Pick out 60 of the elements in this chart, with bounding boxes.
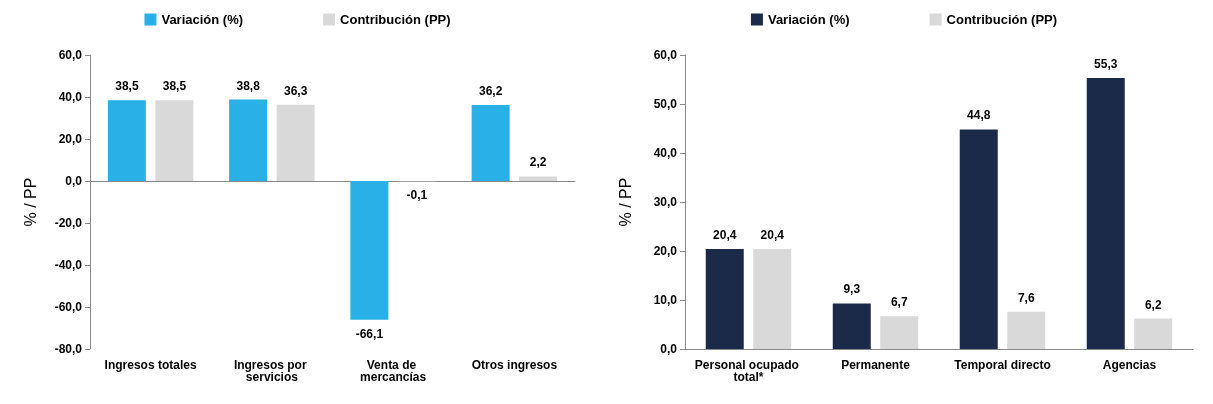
legend-label: Variación (%) <box>161 12 244 27</box>
bar <box>107 100 146 181</box>
data-label: 6,7 <box>890 295 908 310</box>
legend-label: Variación (%) <box>767 12 850 27</box>
y-tick-label: 10,0 <box>653 293 678 307</box>
data-label: 44,8 <box>967 108 991 123</box>
data-label: -66,1 <box>355 326 384 341</box>
y-axis-title: % / PP <box>616 177 634 227</box>
y-tick-label: 40,0 <box>653 146 678 160</box>
legend-label: Contribución (PP) <box>946 12 1058 27</box>
bar <box>880 316 919 349</box>
data-label: 38,8 <box>236 78 261 93</box>
bar <box>1086 78 1125 349</box>
bar <box>350 181 389 320</box>
y-tick-label: 20,0 <box>653 244 678 258</box>
y-tick-label: -60,0 <box>54 300 83 314</box>
x-tick-label: Ingresos por servicios <box>233 358 310 384</box>
data-label: 9,3 <box>843 282 861 297</box>
data-label: 38,5 <box>162 79 187 94</box>
y-tick-label: 60,0 <box>653 48 678 62</box>
bar <box>155 100 194 181</box>
y-tick-label: 0,0 <box>660 342 678 356</box>
data-label: 20,4 <box>760 228 785 243</box>
bar <box>832 303 871 349</box>
legend-label: Contribución (PP) <box>340 12 451 27</box>
x-tick-label: Personal ocupado total* <box>694 358 803 384</box>
bar <box>471 104 510 181</box>
y-tick-label: -80,0 <box>54 342 83 356</box>
y-tick-label: 50,0 <box>653 97 678 111</box>
bar <box>705 249 744 349</box>
y-tick-label: -40,0 <box>54 258 83 272</box>
bar <box>1007 311 1046 349</box>
x-tick-label: Otros ingresos <box>471 358 558 372</box>
y-axis-title: % / PP <box>21 177 39 227</box>
bar <box>276 104 315 181</box>
data-label: 6,2 <box>1144 297 1162 312</box>
data-label: 20,4 <box>713 228 737 243</box>
data-label: 38,5 <box>115 79 139 94</box>
data-label: 55,3 <box>1094 57 1118 72</box>
x-tick-label: Ingresos totales <box>104 358 197 372</box>
bar <box>1134 318 1173 349</box>
data-label: 7,6 <box>1017 290 1035 305</box>
data-label: 36,2 <box>478 83 503 98</box>
x-tick-label: Temporal directo <box>954 358 1051 372</box>
bar <box>229 99 268 181</box>
bar <box>959 129 998 349</box>
data-label: 2,2 <box>529 155 547 170</box>
data-label: -0,1 <box>406 188 428 203</box>
y-tick-label: 0,0 <box>65 174 83 188</box>
x-tick-label: Agencias <box>1102 358 1157 372</box>
y-tick-label: -20,0 <box>54 216 83 230</box>
y-tick-label: 20,0 <box>58 132 83 146</box>
bar <box>753 249 792 349</box>
y-tick-label: 40,0 <box>58 90 83 104</box>
bar <box>519 176 558 181</box>
data-label: 36,3 <box>283 83 308 98</box>
y-tick-label: 60,0 <box>58 48 83 62</box>
x-tick-label: Permanente <box>841 358 911 372</box>
y-tick-label: 30,0 <box>653 195 678 209</box>
x-tick-label: Venta de mercancías <box>360 358 427 384</box>
